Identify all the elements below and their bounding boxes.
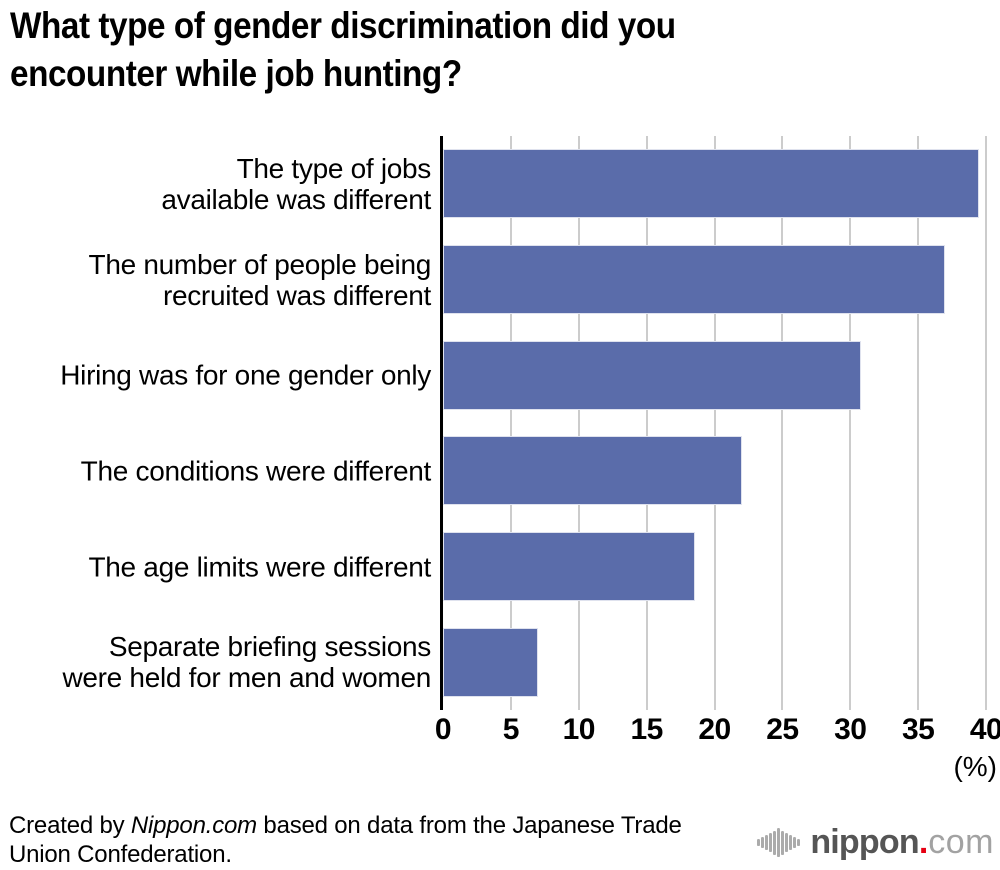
gridline-40 — [985, 136, 987, 710]
percent-unit-label: (%) — [953, 751, 997, 782]
x-tick-label-20: 20 — [698, 713, 731, 746]
gridline-35 — [917, 136, 920, 710]
x-tick-label-15: 15 — [630, 713, 663, 746]
x-tick-label-5: 5 — [502, 713, 520, 746]
gridline-10 — [577, 136, 580, 710]
plot-area — [440, 136, 987, 710]
bar-3 — [443, 436, 742, 506]
gridline-15 — [645, 136, 648, 710]
category-label-5: Separate briefing sessions were held for … — [62, 631, 431, 694]
nippon-logo: nippon . com — [757, 823, 994, 862]
category-labels: The type of jobs available was different T… — [0, 136, 431, 710]
y-axis-line — [440, 136, 443, 710]
bar-4 — [443, 532, 696, 601]
x-axis-tick-labels: 0 5 10 15 20 25 30 35 40 — [0, 713, 1000, 751]
x-tick-label-25: 25 — [766, 713, 799, 746]
waveform-icon — [757, 828, 801, 857]
x-tick-label-10: 10 — [562, 713, 596, 746]
chart-title-line1: What type of gender discrimination did y… — [10, 5, 676, 46]
x-tick-label-35: 35 — [901, 713, 935, 746]
credit-prefix: Created by — [9, 812, 131, 839]
bar-5 — [443, 627, 539, 697]
chart-title: What type of gender discrimination did y… — [10, 2, 676, 98]
category-label-0: The type of jobs available was different — [161, 152, 431, 215]
gridline-25 — [781, 136, 784, 710]
bar-0 — [443, 149, 980, 219]
logo-tld: com — [928, 823, 994, 861]
logo-dot: . — [918, 823, 929, 861]
gridline-20 — [713, 136, 716, 710]
gridline-30 — [849, 136, 852, 710]
category-label-1: The number of people being recruited was … — [88, 248, 432, 311]
credit-source: Nippon.com — [130, 812, 257, 839]
category-label-4: The age limits were different — [88, 551, 431, 582]
footer-credit: Created by Nippon.com based on data from… — [9, 811, 709, 869]
category-label-3: The conditions were different — [80, 455, 432, 487]
x-tick-label-40: 40 — [969, 713, 1000, 746]
logo-name: nippon — [810, 823, 919, 861]
category-label-2: Hiring was for one gender only — [60, 359, 431, 391]
bar-2 — [443, 340, 862, 410]
credit-suffix: based on data from the Japanese Trade Un… — [9, 812, 682, 868]
x-tick-label-30: 30 — [834, 713, 867, 746]
chart-title-line2: encounter while job hunting? — [10, 53, 462, 94]
bar-1 — [443, 245, 946, 314]
gridline-5 — [509, 136, 512, 710]
x-tick-label-0: 0 — [434, 713, 452, 746]
